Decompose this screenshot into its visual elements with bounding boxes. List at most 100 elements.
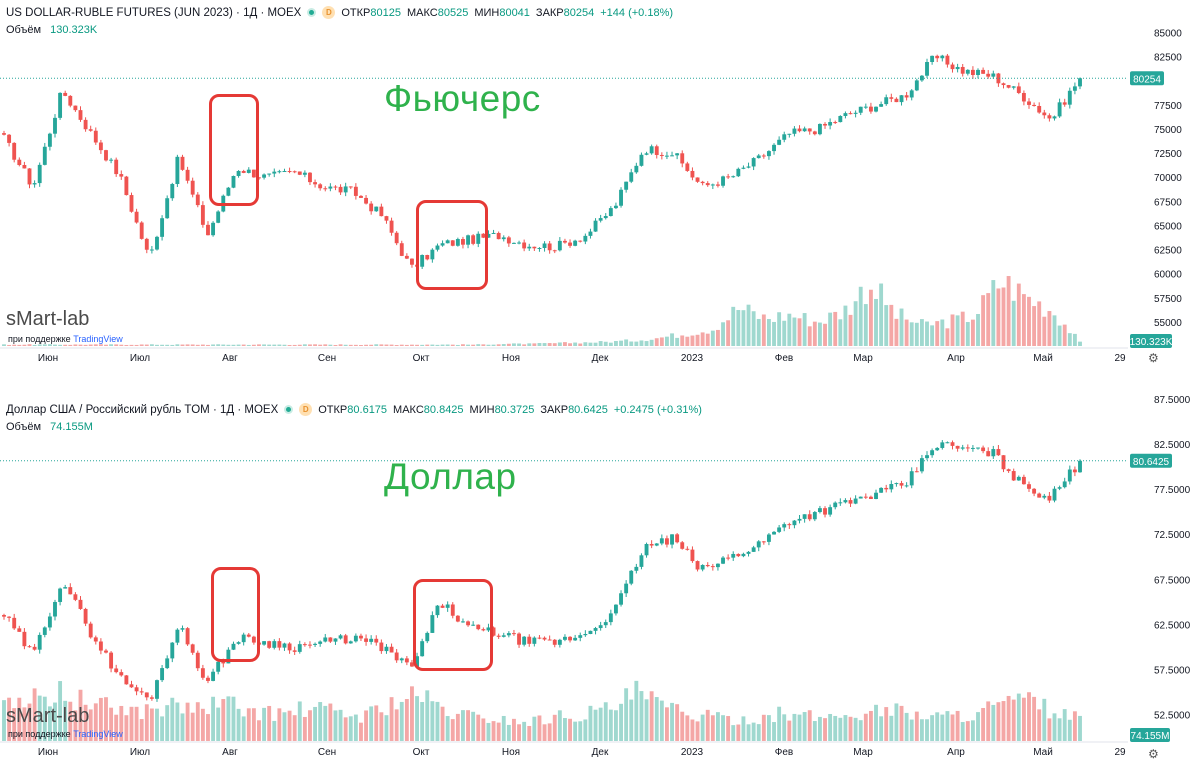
spot-chart-svg[interactable]: 87.5000 82.5000 77.5000 72.5000 67.5000 62.50…: [0, 391, 1200, 782]
candle-body: [986, 73, 991, 77]
volume-bar: [894, 703, 899, 741]
volume-bar: [792, 713, 797, 741]
volume-bar: [863, 304, 868, 346]
volume-bar: [420, 702, 425, 741]
delayed-data-icon[interactable]: D: [322, 6, 336, 19]
volume-bar: [700, 332, 705, 346]
volume-bar: [461, 710, 465, 741]
volume-bar: [1062, 709, 1067, 741]
candle-body: [149, 249, 154, 251]
volume-bar: [715, 329, 720, 346]
last-price-tag[interactable]: [1130, 453, 1172, 468]
candle-body: [155, 236, 159, 250]
volume-bar: [384, 715, 389, 741]
candle-body: [843, 113, 848, 116]
volume-bar: [364, 344, 369, 346]
candle-body: [598, 625, 603, 629]
candle-body: [614, 604, 618, 614]
candle-body: [715, 184, 720, 186]
volume-legend[interactable]: Объём 74.155M: [6, 421, 93, 433]
volume-bar: [450, 719, 455, 741]
volume-bar: [124, 715, 129, 741]
candle-body: [700, 181, 705, 184]
volume-bar: [236, 344, 241, 346]
volume-bar: [527, 343, 532, 346]
volume-bar: [180, 713, 185, 741]
smartlab-logo: sMart-lab: [6, 705, 90, 727]
futures-chart-svg[interactable]: 85000 82500 77500 75000 72500 70000 67500 65000…: [0, 0, 1200, 372]
candle-body: [68, 587, 73, 595]
volume-bar: [547, 343, 552, 346]
volume-bar: [461, 344, 465, 346]
candle-body: [634, 165, 639, 173]
volume-bar: [751, 722, 756, 741]
volume-bar: [1052, 315, 1057, 346]
candle-body: [608, 208, 613, 217]
candle-body: [644, 153, 649, 155]
x-tick-label: Сен: [318, 747, 336, 758]
candle-body: [812, 131, 817, 135]
candle-body: [848, 500, 853, 504]
volume-bar: [257, 720, 261, 741]
volume-bar: [695, 334, 700, 346]
volume-bar: [486, 344, 491, 346]
candle-body: [216, 211, 221, 223]
candle-body: [695, 561, 700, 570]
volume-bar: [206, 344, 210, 346]
volume-bar: [858, 286, 863, 346]
volume-bar: [970, 319, 975, 346]
candle-body: [1072, 469, 1077, 473]
volume-bar: [139, 344, 144, 346]
candle-body: [512, 242, 516, 244]
x-tick-label: Окт: [413, 353, 430, 364]
delayed-data-icon[interactable]: D: [299, 403, 313, 416]
volume-bar: [532, 343, 537, 346]
candle-body: [180, 628, 185, 630]
candle-body: [12, 617, 17, 629]
x-tick-label: 29: [1114, 353, 1126, 364]
volume-bar: [323, 344, 328, 346]
candle-body: [812, 512, 817, 520]
volume-bar: [715, 712, 720, 741]
candle-body: [333, 638, 338, 642]
ohlc-low: МИН80041: [474, 6, 530, 19]
candle-body: [455, 239, 460, 246]
volume-bar: [501, 715, 506, 741]
candle-body: [37, 634, 42, 650]
candle-body: [517, 242, 521, 244]
candle-body: [404, 255, 409, 259]
volume-bar: [231, 344, 236, 346]
candle-body: [644, 543, 649, 556]
y-tick-label: 57.5000: [1154, 665, 1191, 676]
volume-bar: [654, 697, 659, 741]
volume-legend[interactable]: Объём 130.323K: [6, 24, 97, 36]
volume-tag[interactable]: [1130, 728, 1170, 742]
candle-body: [109, 652, 114, 669]
settings-gear-icon[interactable]: ⚙: [1148, 747, 1159, 761]
volume-bar: [787, 313, 792, 346]
candle-body: [766, 534, 771, 542]
candle-body: [42, 146, 47, 165]
volume-bar: [445, 716, 450, 741]
volume-bar: [155, 708, 159, 741]
last-price-tag-label: 80.6425: [1133, 457, 1170, 468]
volume-bar: [787, 720, 792, 741]
volume-bar: [812, 321, 817, 346]
settings-gear-icon[interactable]: ⚙: [1148, 351, 1159, 365]
volume-bar: [455, 344, 460, 346]
volume-bar: [557, 710, 562, 741]
volume-bar: [155, 344, 159, 346]
volume-bar: [512, 343, 516, 346]
volume-bar: [843, 715, 848, 741]
candle-body: [598, 218, 603, 221]
volume-bar: [863, 713, 868, 741]
volume-tag[interactable]: [1130, 334, 1172, 348]
chart-title[interactable]: US DOLLAR-RUBLE FUTURES (JUN 2023) · 1Д …: [6, 6, 302, 19]
chart-title[interactable]: Доллар США / Российский рубль TOM · 1Д ·…: [6, 403, 279, 416]
candle-body: [965, 447, 970, 449]
last-price-tag[interactable]: [1130, 71, 1164, 86]
candle-body: [726, 557, 731, 559]
candle-body: [563, 240, 567, 243]
candle-body: [185, 628, 190, 645]
candle-body: [1001, 455, 1006, 470]
